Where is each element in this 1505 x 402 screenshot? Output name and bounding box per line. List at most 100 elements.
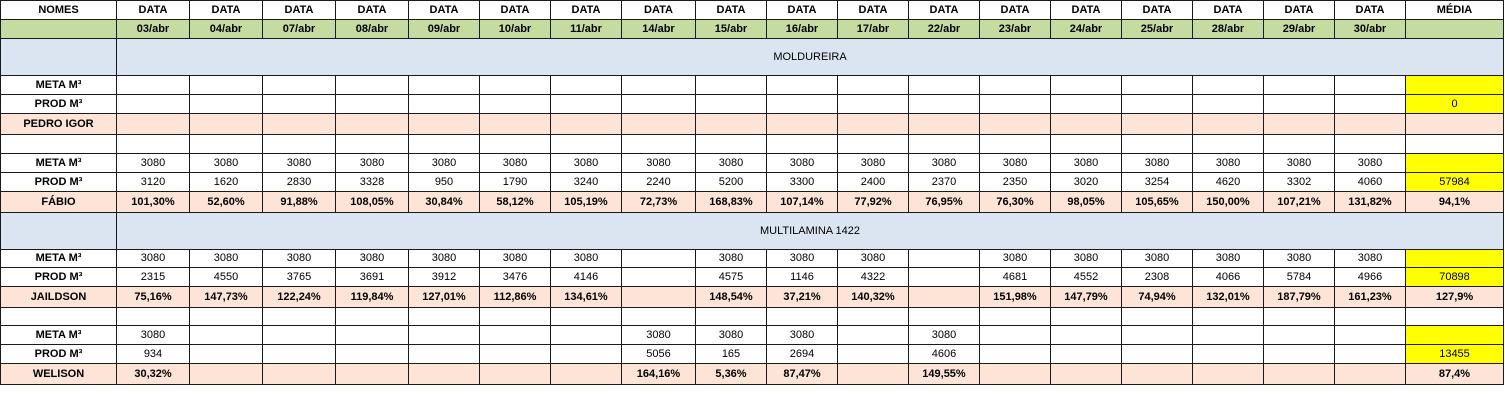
meta-cell[interactable]: 3080 (766, 249, 838, 268)
meta-cell[interactable]: 3080 (335, 249, 409, 268)
prod-cell[interactable]: 4966 (1334, 267, 1406, 287)
prod-cell[interactable]: 2830 (262, 172, 336, 192)
meta-cell[interactable] (189, 75, 263, 95)
percent-cell[interactable]: 164,16% (621, 363, 696, 385)
blank-cell[interactable] (908, 134, 980, 154)
blank-cell[interactable] (766, 134, 838, 154)
percent-cell[interactable] (908, 113, 980, 135)
meta-cell[interactable]: 3080 (1192, 249, 1264, 268)
prod-cell[interactable]: 3240 (550, 172, 622, 192)
prod-cell[interactable] (1192, 94, 1264, 114)
percent-cell[interactable] (1334, 363, 1406, 385)
meta-cell[interactable]: 3080 (189, 153, 263, 173)
prod-cell[interactable]: 950 (408, 172, 480, 192)
blank-cell[interactable] (550, 134, 622, 154)
prod-cell[interactable] (908, 94, 980, 114)
meta-cell[interactable]: 3080 (695, 153, 767, 173)
blank-cell[interactable] (621, 134, 696, 154)
prod-total-cell[interactable]: 57984 (1405, 172, 1504, 192)
prod-cell[interactable] (189, 94, 263, 114)
data-header[interactable]: DATA (1334, 0, 1406, 20)
prod-cell[interactable]: 2400 (837, 172, 909, 192)
meta-cell[interactable] (1121, 75, 1193, 95)
blank-cell[interactable] (408, 134, 480, 154)
percent-cell[interactable]: 147,79% (1050, 286, 1122, 308)
prod-cell[interactable]: 2694 (766, 344, 838, 364)
percent-cell[interactable] (262, 113, 336, 135)
meta-cell[interactable] (335, 325, 409, 345)
meta-cell[interactable] (1334, 325, 1406, 345)
prod-cell[interactable]: 4681 (979, 267, 1051, 287)
percent-cell[interactable] (189, 113, 263, 135)
percent-cell[interactable]: 112,86% (479, 286, 551, 308)
meta-cell[interactable] (408, 75, 480, 95)
blank-cell[interactable] (1192, 307, 1264, 326)
meta-average-cell[interactable] (1405, 325, 1504, 345)
blank-cell[interactable] (479, 134, 551, 154)
meta-cell[interactable] (1263, 75, 1335, 95)
blank-cell[interactable] (837, 307, 909, 326)
prod-cell[interactable]: 4575 (695, 267, 767, 287)
meta-cell[interactable] (479, 325, 551, 345)
meta-cell[interactable]: 3080 (479, 249, 551, 268)
percent-cell[interactable]: 30,84% (408, 191, 480, 213)
meta-cell[interactable]: 3080 (621, 325, 696, 345)
prod-cell[interactable] (1050, 94, 1122, 114)
percent-cell[interactable]: 5,36% (695, 363, 767, 385)
meta-cell[interactable] (1263, 325, 1335, 345)
meta-cell[interactable] (837, 75, 909, 95)
blank-cell[interactable] (908, 307, 980, 326)
percent-cell[interactable] (695, 113, 767, 135)
percent-cell[interactable]: 149,55% (908, 363, 980, 385)
percent-cell[interactable]: 91,88% (262, 191, 336, 213)
percent-cell[interactable]: 107,14% (766, 191, 838, 213)
meta-cell[interactable] (695, 75, 767, 95)
meta-cell[interactable]: 3080 (1121, 153, 1193, 173)
meta-cell[interactable] (335, 75, 409, 95)
percent-cell[interactable] (766, 113, 838, 135)
blank-cell[interactable] (1334, 134, 1406, 154)
percent-cell[interactable]: 168,83% (695, 191, 767, 213)
blank-cell[interactable] (335, 307, 409, 326)
names-header[interactable]: NOMES (0, 0, 117, 20)
meta-cell[interactable]: 3080 (1263, 153, 1335, 173)
data-header[interactable]: DATA (479, 0, 551, 20)
meta-cell[interactable]: 3080 (766, 325, 838, 345)
meta-cell[interactable]: 3080 (908, 153, 980, 173)
prod-cell[interactable] (1263, 344, 1335, 364)
prod-cell[interactable]: 2350 (979, 172, 1051, 192)
meta-cell[interactable] (262, 325, 336, 345)
percent-cell[interactable] (1192, 363, 1264, 385)
section-left-cell[interactable] (0, 38, 117, 76)
percent-cell[interactable]: 151,98% (979, 286, 1051, 308)
blank-cell[interactable] (189, 134, 263, 154)
prod-cell[interactable] (262, 344, 336, 364)
data-header[interactable]: DATA (766, 0, 838, 20)
meta-cell[interactable] (1192, 75, 1264, 95)
percent-cell[interactable] (837, 363, 909, 385)
meta-label[interactable]: META M³ (0, 153, 117, 173)
meta-cell[interactable]: 3080 (1050, 153, 1122, 173)
prod-cell[interactable]: 4620 (1192, 172, 1264, 192)
meta-cell[interactable] (979, 75, 1051, 95)
average-percent-cell[interactable]: 87,4% (1405, 363, 1504, 385)
prod-cell[interactable] (695, 94, 767, 114)
percent-cell[interactable]: 58,12% (479, 191, 551, 213)
blank-cell[interactable] (1050, 307, 1122, 326)
meta-cell[interactable]: 3080 (116, 153, 190, 173)
meta-cell[interactable] (262, 75, 336, 95)
prod-cell[interactable]: 4066 (1192, 267, 1264, 287)
percent-cell[interactable]: 37,21% (766, 286, 838, 308)
blank-cell[interactable] (0, 134, 117, 154)
date-cell[interactable]: 11/abr (550, 19, 622, 39)
prod-cell[interactable]: 1146 (766, 267, 838, 287)
meta-cell[interactable]: 3080 (550, 249, 622, 268)
worker-name[interactable]: JAILDSON (0, 286, 117, 308)
percent-cell[interactable]: 107,21% (1263, 191, 1335, 213)
percent-cell[interactable]: 77,92% (837, 191, 909, 213)
blank-cell[interactable] (1050, 134, 1122, 154)
prod-cell[interactable] (550, 94, 622, 114)
date-cell[interactable]: 09/abr (408, 19, 480, 39)
prod-cell[interactable]: 4322 (837, 267, 909, 287)
meta-cell[interactable] (479, 75, 551, 95)
